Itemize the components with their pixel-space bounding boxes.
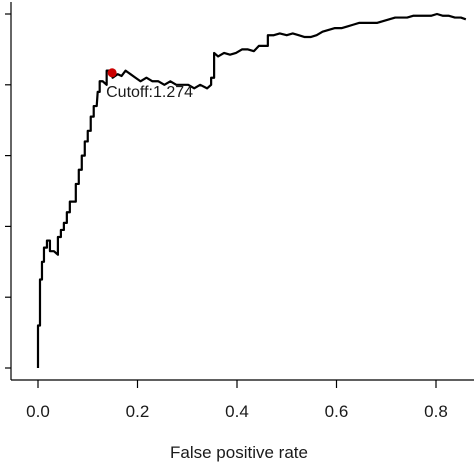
y-axis [5,13,11,369]
x-tick-label: 0.2 [126,402,150,421]
annotation-layer: Cutoff:1.274 [106,68,193,101]
x-tick-label: 0.0 [26,402,50,421]
x-tick-label: 0.6 [325,402,349,421]
plot-frame [10,2,474,381]
x-tick-label: 0.4 [225,402,249,421]
series-layer [36,12,467,368]
roc-curve-line [36,12,467,368]
x-axis-label: False positive rate [170,443,308,462]
x-axis: 0.0 0.2 0.4 0.6 0.8 [26,380,448,421]
x-tick-label: 0.8 [424,402,448,421]
cutoff-point-marker [107,68,117,78]
cutoff-label: Cutoff:1.274 [106,84,193,101]
